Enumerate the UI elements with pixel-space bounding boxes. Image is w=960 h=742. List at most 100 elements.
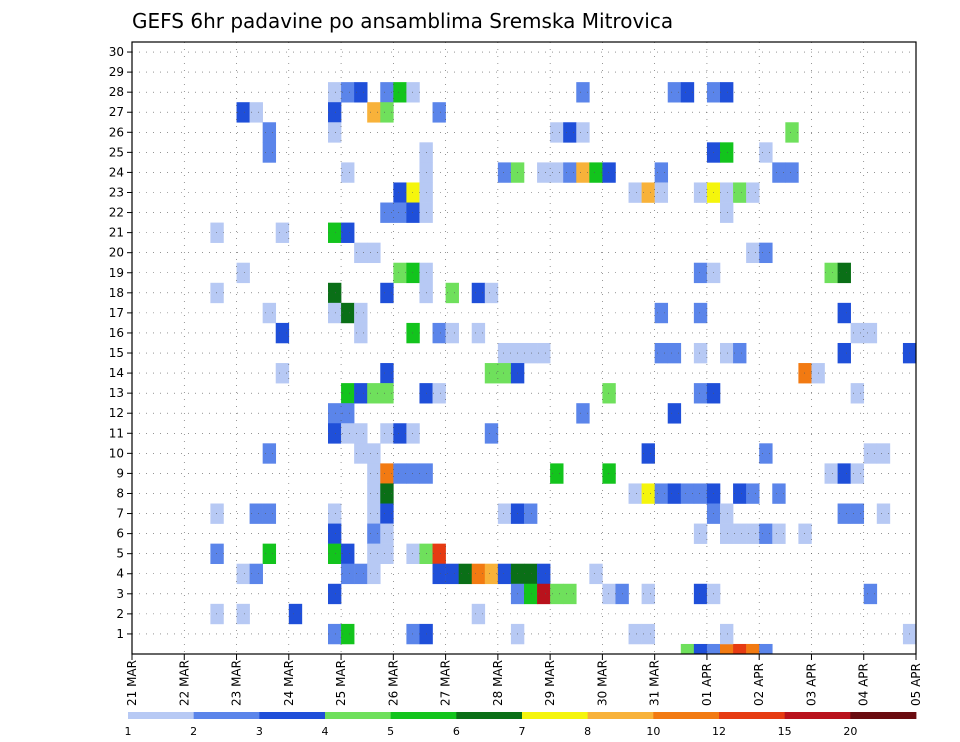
heatmap-cell xyxy=(537,583,551,605)
y-tick-label: 14 xyxy=(109,366,124,380)
plot-frame xyxy=(131,41,917,655)
heatmap-cell xyxy=(863,322,878,344)
heatmap-cell xyxy=(733,643,747,655)
x-tick-label: 22 MAR xyxy=(177,660,191,706)
heatmap-cell xyxy=(693,342,708,364)
heatmap-cell xyxy=(706,643,721,655)
y-tick-label: 6 xyxy=(116,527,124,541)
heatmap-cell xyxy=(733,483,747,504)
heatmap-cell xyxy=(628,623,642,645)
heatmap-cell xyxy=(367,242,381,264)
heatmap-cell xyxy=(641,182,655,203)
heatmap-cell xyxy=(328,403,342,424)
y-tick-label: 11 xyxy=(109,426,124,440)
heatmap-cell xyxy=(680,82,695,103)
heatmap-cell xyxy=(693,523,708,544)
heatmap-cell xyxy=(328,623,342,645)
y-axis: 1234567891011121314151617181920212223242… xyxy=(109,45,132,641)
heatmap-cell xyxy=(563,583,577,605)
heatmap-cell xyxy=(328,523,342,544)
heatmap-cell xyxy=(563,122,577,143)
heatmap-cell xyxy=(393,82,407,103)
heatmap-cell xyxy=(850,503,865,524)
heatmap-cell xyxy=(798,363,812,384)
x-tick-label: 29 MAR xyxy=(543,660,557,706)
heatmap-cell xyxy=(262,122,277,143)
heatmap-cell xyxy=(733,182,747,203)
y-tick-label: 17 xyxy=(109,306,124,320)
heatmap-cell xyxy=(354,302,368,324)
y-tick-label: 20 xyxy=(109,246,124,260)
colorbar-label: 5 xyxy=(387,725,394,738)
heatmap-cell xyxy=(458,563,473,585)
x-tick-label: 21 MAR xyxy=(125,660,139,706)
heatmap-cell xyxy=(354,82,368,103)
heatmap-cell xyxy=(667,342,682,364)
heatmap-cell xyxy=(354,383,368,404)
heatmap-cell xyxy=(628,182,642,203)
colorbar-swatch xyxy=(850,712,917,719)
colorbar-label: 4 xyxy=(322,725,329,738)
heatmap-cell xyxy=(693,643,708,655)
heatmap-cell xyxy=(210,282,224,304)
colorbar: 1 2 3 4 5 6 7 8 10 12 15 20 xyxy=(125,712,917,738)
x-tick-label: 24 MAR xyxy=(282,660,296,706)
heatmap-cell xyxy=(746,643,760,655)
heatmap-cell xyxy=(236,262,250,284)
y-tick-label: 24 xyxy=(109,165,124,179)
heatmap-cell xyxy=(432,543,446,565)
heatmap-cell xyxy=(837,342,851,364)
y-tick-label: 25 xyxy=(109,145,124,159)
heatmap-cell xyxy=(406,322,420,344)
heatmap-cell xyxy=(720,82,734,103)
heatmap-cell xyxy=(837,503,851,524)
heatmap-cell xyxy=(497,162,512,183)
colorbar-label: 2 xyxy=(190,725,197,738)
heatmap-cell xyxy=(367,523,381,544)
heatmap-cell xyxy=(471,563,486,585)
heatmap-cell xyxy=(249,563,263,585)
heatmap-cell xyxy=(759,142,773,163)
heatmap-cell xyxy=(759,523,773,544)
colorbar-swatch xyxy=(522,712,589,719)
heatmap-cell xyxy=(288,603,303,625)
y-tick-label: 29 xyxy=(109,65,124,79)
colorbar-label: 8 xyxy=(584,725,591,738)
heatmap-cell xyxy=(367,563,381,585)
heatmap-cell xyxy=(236,563,250,585)
colorbar-swatch xyxy=(456,712,523,719)
x-tick-label: 31 MAR xyxy=(648,660,662,706)
colorbar-swatch xyxy=(784,712,851,719)
heatmap-cell xyxy=(497,563,512,585)
y-tick-label: 8 xyxy=(116,486,124,500)
y-tick-label: 4 xyxy=(116,567,124,581)
heatmap-cell xyxy=(589,162,603,183)
heatmap-cell xyxy=(759,643,773,655)
heatmap-cell xyxy=(354,242,368,264)
heatmap-cell xyxy=(275,363,290,384)
heatmap-cell xyxy=(406,463,420,484)
heatmap-cell xyxy=(432,102,446,123)
y-tick-label: 2 xyxy=(116,607,124,621)
heatmap-cell xyxy=(641,443,655,464)
heatmap-cell xyxy=(537,342,551,364)
colorbar-label: 15 xyxy=(778,725,792,738)
heatmap-cell xyxy=(746,242,760,264)
heatmap-cell xyxy=(210,222,224,243)
x-tick-label: 01 APR xyxy=(700,663,714,706)
heatmap-cell xyxy=(720,503,734,524)
colorbar-label: 10 xyxy=(646,725,660,738)
heatmap-cell xyxy=(328,102,342,123)
heatmap-cell xyxy=(497,363,512,384)
heatmap-cell xyxy=(680,483,695,504)
heatmap-cell xyxy=(693,383,708,404)
heatmap-cell xyxy=(667,403,682,424)
heatmap-cell xyxy=(262,443,277,464)
y-tick-label: 5 xyxy=(116,547,124,561)
heatmap-cell xyxy=(850,463,865,484)
heatmap-cell xyxy=(262,142,277,163)
heatmap-cell xyxy=(341,543,355,565)
heatmap-cell xyxy=(576,82,590,103)
heatmap-cell xyxy=(380,282,394,304)
